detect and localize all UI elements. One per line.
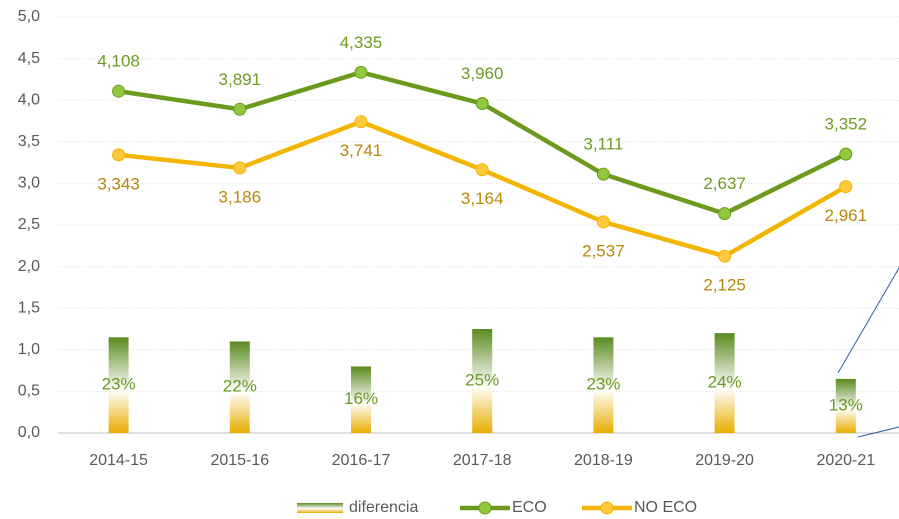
data-label: 2,961 xyxy=(825,206,868,225)
bar xyxy=(835,378,856,433)
data-label: 4,335 xyxy=(340,33,383,52)
y-tick-label: 3,0 xyxy=(18,175,40,192)
legend-swatch xyxy=(297,503,343,513)
bar xyxy=(108,337,129,433)
marker xyxy=(354,65,368,79)
data-label: 23% xyxy=(102,375,136,394)
y-tick-label: 1,0 xyxy=(18,341,40,358)
x-tick-label: 2017-18 xyxy=(453,452,512,469)
marker xyxy=(112,84,126,98)
x-tick-label: 2018-19 xyxy=(574,452,633,469)
data-label: 3,960 xyxy=(461,64,504,83)
marker xyxy=(718,249,732,263)
y-tick-label: 4,0 xyxy=(18,91,40,108)
legend-label: NO ECO xyxy=(634,499,697,516)
data-label: 3,891 xyxy=(219,70,262,89)
data-label: 3,111 xyxy=(583,135,623,154)
marker xyxy=(112,148,126,162)
y-tick-label: 2,0 xyxy=(18,258,40,275)
y-tick-label: 1,5 xyxy=(18,299,40,316)
data-label: 23% xyxy=(586,375,620,394)
y-tick-label: 5,0 xyxy=(18,8,40,25)
bar xyxy=(229,341,250,433)
marker xyxy=(596,167,610,181)
data-label: 13% xyxy=(829,395,863,414)
marker xyxy=(839,180,853,194)
data-label: 22% xyxy=(223,377,257,396)
bar xyxy=(351,366,371,433)
y-tick-label: 0,5 xyxy=(18,383,40,400)
marker xyxy=(839,147,853,161)
data-label: 16% xyxy=(344,389,378,408)
x-tick-label: 2015-16 xyxy=(210,452,269,469)
x-tick-label: 2016-17 xyxy=(332,452,391,469)
bar xyxy=(593,337,614,433)
marker xyxy=(233,102,247,116)
marker xyxy=(233,161,247,175)
x-tick-label: 2019-20 xyxy=(695,452,754,469)
y-tick-label: 3,5 xyxy=(18,133,40,150)
x-tick-label: 2020-21 xyxy=(816,452,875,469)
data-label: 3,352 xyxy=(825,115,868,134)
data-label: 2,537 xyxy=(582,241,625,260)
data-label: 4,108 xyxy=(97,52,140,71)
y-tick-label: 2,5 xyxy=(18,216,40,233)
data-label: 3,343 xyxy=(97,174,140,193)
data-label: 3,741 xyxy=(340,141,383,160)
callout-line xyxy=(857,426,899,438)
data-label: 2,125 xyxy=(703,276,746,295)
data-label: 3,164 xyxy=(461,189,504,208)
bar xyxy=(714,333,735,433)
data-label: 25% xyxy=(465,370,499,389)
x-tick-label: 2014-15 xyxy=(89,452,148,469)
legend-label: diferencia xyxy=(349,499,418,516)
marker xyxy=(354,115,368,129)
data-label: 2,637 xyxy=(703,174,746,193)
y-tick-label: 0,0 xyxy=(18,424,40,441)
marker xyxy=(718,207,732,221)
legend-marker xyxy=(600,501,614,515)
data-label: 24% xyxy=(708,373,742,392)
bar xyxy=(472,329,493,433)
marker xyxy=(475,163,489,177)
data-label: 3,186 xyxy=(219,187,262,206)
legend-label: ECO xyxy=(512,499,547,516)
marker xyxy=(596,215,610,229)
y-tick-label: 4,5 xyxy=(18,50,40,67)
legend-marker xyxy=(478,501,492,515)
callout-line xyxy=(837,267,899,374)
marker xyxy=(475,97,489,111)
